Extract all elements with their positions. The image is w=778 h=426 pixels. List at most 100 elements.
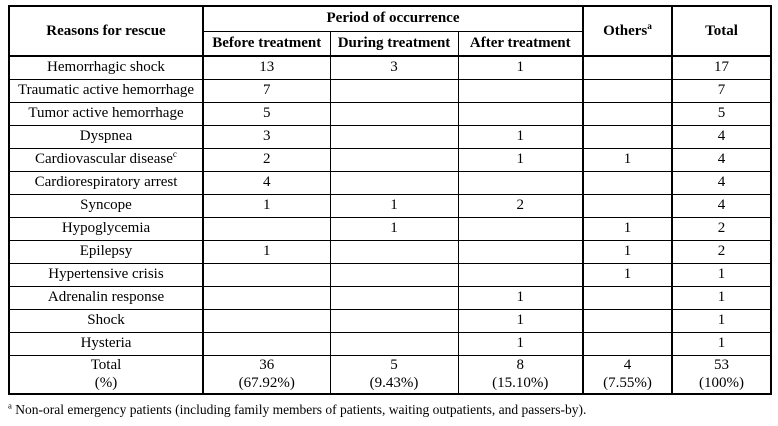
cell-others: [582, 101, 673, 126]
total-after-count: 8: [516, 357, 525, 374]
cell-after: 2: [457, 193, 584, 218]
cell-during: [329, 124, 459, 149]
cell-total: 1: [671, 308, 772, 333]
table-row: Dyspnea 3 1 4: [8, 124, 772, 149]
cell-others: [582, 170, 673, 195]
total-grand-count: 53: [714, 357, 730, 374]
col-header-total: Total: [671, 5, 772, 57]
cell-others: 1: [582, 239, 673, 264]
table-row: Hypertensive crisis 1 1: [8, 262, 772, 287]
cell-total: 4: [671, 147, 772, 172]
cell-total: 17: [671, 55, 772, 80]
cell-total: 2: [671, 239, 772, 264]
row-label-text: Cardiovascular disease: [34, 151, 173, 167]
total-others-count: 4: [623, 357, 632, 374]
cell-after: [457, 262, 584, 287]
cell-total: 4: [671, 170, 772, 195]
total-cell-after: 8 (15.10%): [457, 354, 584, 395]
cell-others: [582, 331, 673, 356]
table-row: Traumatic active hemorrhage 7 7: [8, 78, 772, 103]
total-row: Total (%) 36 (67.92%) 5 (9.43%) 8 (15.10…: [8, 354, 772, 395]
row-label-superscript: c: [172, 150, 177, 160]
cell-after: 1: [457, 285, 584, 310]
row-label: Cardiovascular diseasec: [8, 147, 204, 172]
cell-before: 7: [202, 78, 331, 103]
cell-others: 1: [582, 262, 673, 287]
cell-after: 1: [457, 147, 584, 172]
cell-during: [329, 262, 459, 287]
cell-total: 1: [671, 331, 772, 356]
cell-total: 1: [671, 262, 772, 287]
cell-after: 1: [457, 331, 584, 356]
total-cell-grand: 53 (100%): [671, 354, 772, 395]
total-before-count: 36: [259, 357, 275, 374]
total-cell-before: 36 (67.92%): [202, 354, 331, 395]
cell-before: 2: [202, 147, 331, 172]
col-header-reasons: Reasons for rescue: [8, 5, 204, 57]
cell-during: [329, 147, 459, 172]
row-label: Shock: [8, 308, 204, 333]
cell-before: 1: [202, 239, 331, 264]
cell-others: 1: [582, 216, 673, 241]
rescue-reasons-table: Reasons for rescue Period of occurrence …: [8, 5, 773, 395]
col-header-period: Period of occurrence: [201, 5, 584, 32]
cell-during: [329, 331, 459, 356]
table-row: Epilepsy 1 1 2: [8, 239, 772, 264]
col-header-during-treatment: During treatment: [329, 30, 459, 57]
cell-after: [457, 239, 584, 264]
cell-before: 13: [202, 55, 331, 80]
table-row: Tumor active hemorrhage 5 5: [8, 101, 772, 126]
cell-others: [582, 78, 673, 103]
table-row: Adrenalin response 1 1: [8, 285, 772, 310]
cell-total: 4: [671, 193, 772, 218]
cell-during: [329, 170, 459, 195]
col-header-after-treatment: After treatment: [457, 30, 584, 57]
others-superscript: a: [647, 21, 652, 32]
cell-total: 5: [671, 101, 772, 126]
cell-before: [202, 331, 331, 356]
header-row-1: Reasons for rescue Period of occurrence …: [8, 5, 772, 57]
table-row: Cardiovascular diseasec 2 1 1 4: [8, 147, 772, 172]
row-label: Epilepsy: [8, 239, 204, 264]
cell-before: 3: [202, 124, 331, 149]
row-label: Tumor active hemorrhage: [8, 101, 204, 126]
footnote-superscript: a: [8, 400, 12, 411]
total-row-label: Total (%): [8, 354, 204, 395]
total-label-line1: Total: [90, 357, 122, 374]
table-row: Hysteria 1 1: [8, 331, 772, 356]
row-label: Hysteria: [8, 331, 204, 356]
cell-during: [329, 78, 459, 103]
cell-before: 1: [202, 193, 331, 218]
cell-during: [329, 239, 459, 264]
footnote-text: Non-oral emergency patients (including f…: [11, 402, 587, 417]
cell-after: [457, 170, 584, 195]
row-label: Hypertensive crisis: [8, 262, 204, 287]
header-row-2: Before treatment During treatment After …: [9, 30, 771, 57]
cell-total: 4: [671, 124, 772, 149]
cell-during: 3: [329, 55, 459, 80]
cell-before: 5: [202, 101, 331, 126]
cell-others: 1: [582, 147, 673, 172]
total-during-count: 5: [390, 357, 398, 374]
total-grand-percent: (100%): [699, 375, 745, 392]
cell-during: 1: [329, 216, 459, 241]
cell-during: [329, 285, 459, 310]
cell-during: 1: [329, 193, 459, 218]
col-header-before-treatment: Before treatment: [202, 30, 331, 57]
row-label: Adrenalin response: [8, 285, 204, 310]
table-row: Hemorrhagic shock 13 3 1 17: [8, 55, 772, 80]
total-others-percent: (7.55%): [603, 375, 652, 392]
cell-after: [457, 78, 584, 103]
cell-before: [202, 285, 331, 310]
cell-before: 4: [202, 170, 331, 195]
cell-others: [582, 124, 673, 149]
total-cell-during: 5 (9.43%): [329, 354, 459, 395]
cell-after: 1: [457, 124, 584, 149]
cell-before: [202, 262, 331, 287]
cell-others: [582, 308, 673, 333]
cell-others: [582, 285, 673, 310]
cell-during: [329, 101, 459, 126]
row-label: Traumatic active hemorrhage: [8, 78, 204, 103]
cell-others: [582, 55, 673, 80]
